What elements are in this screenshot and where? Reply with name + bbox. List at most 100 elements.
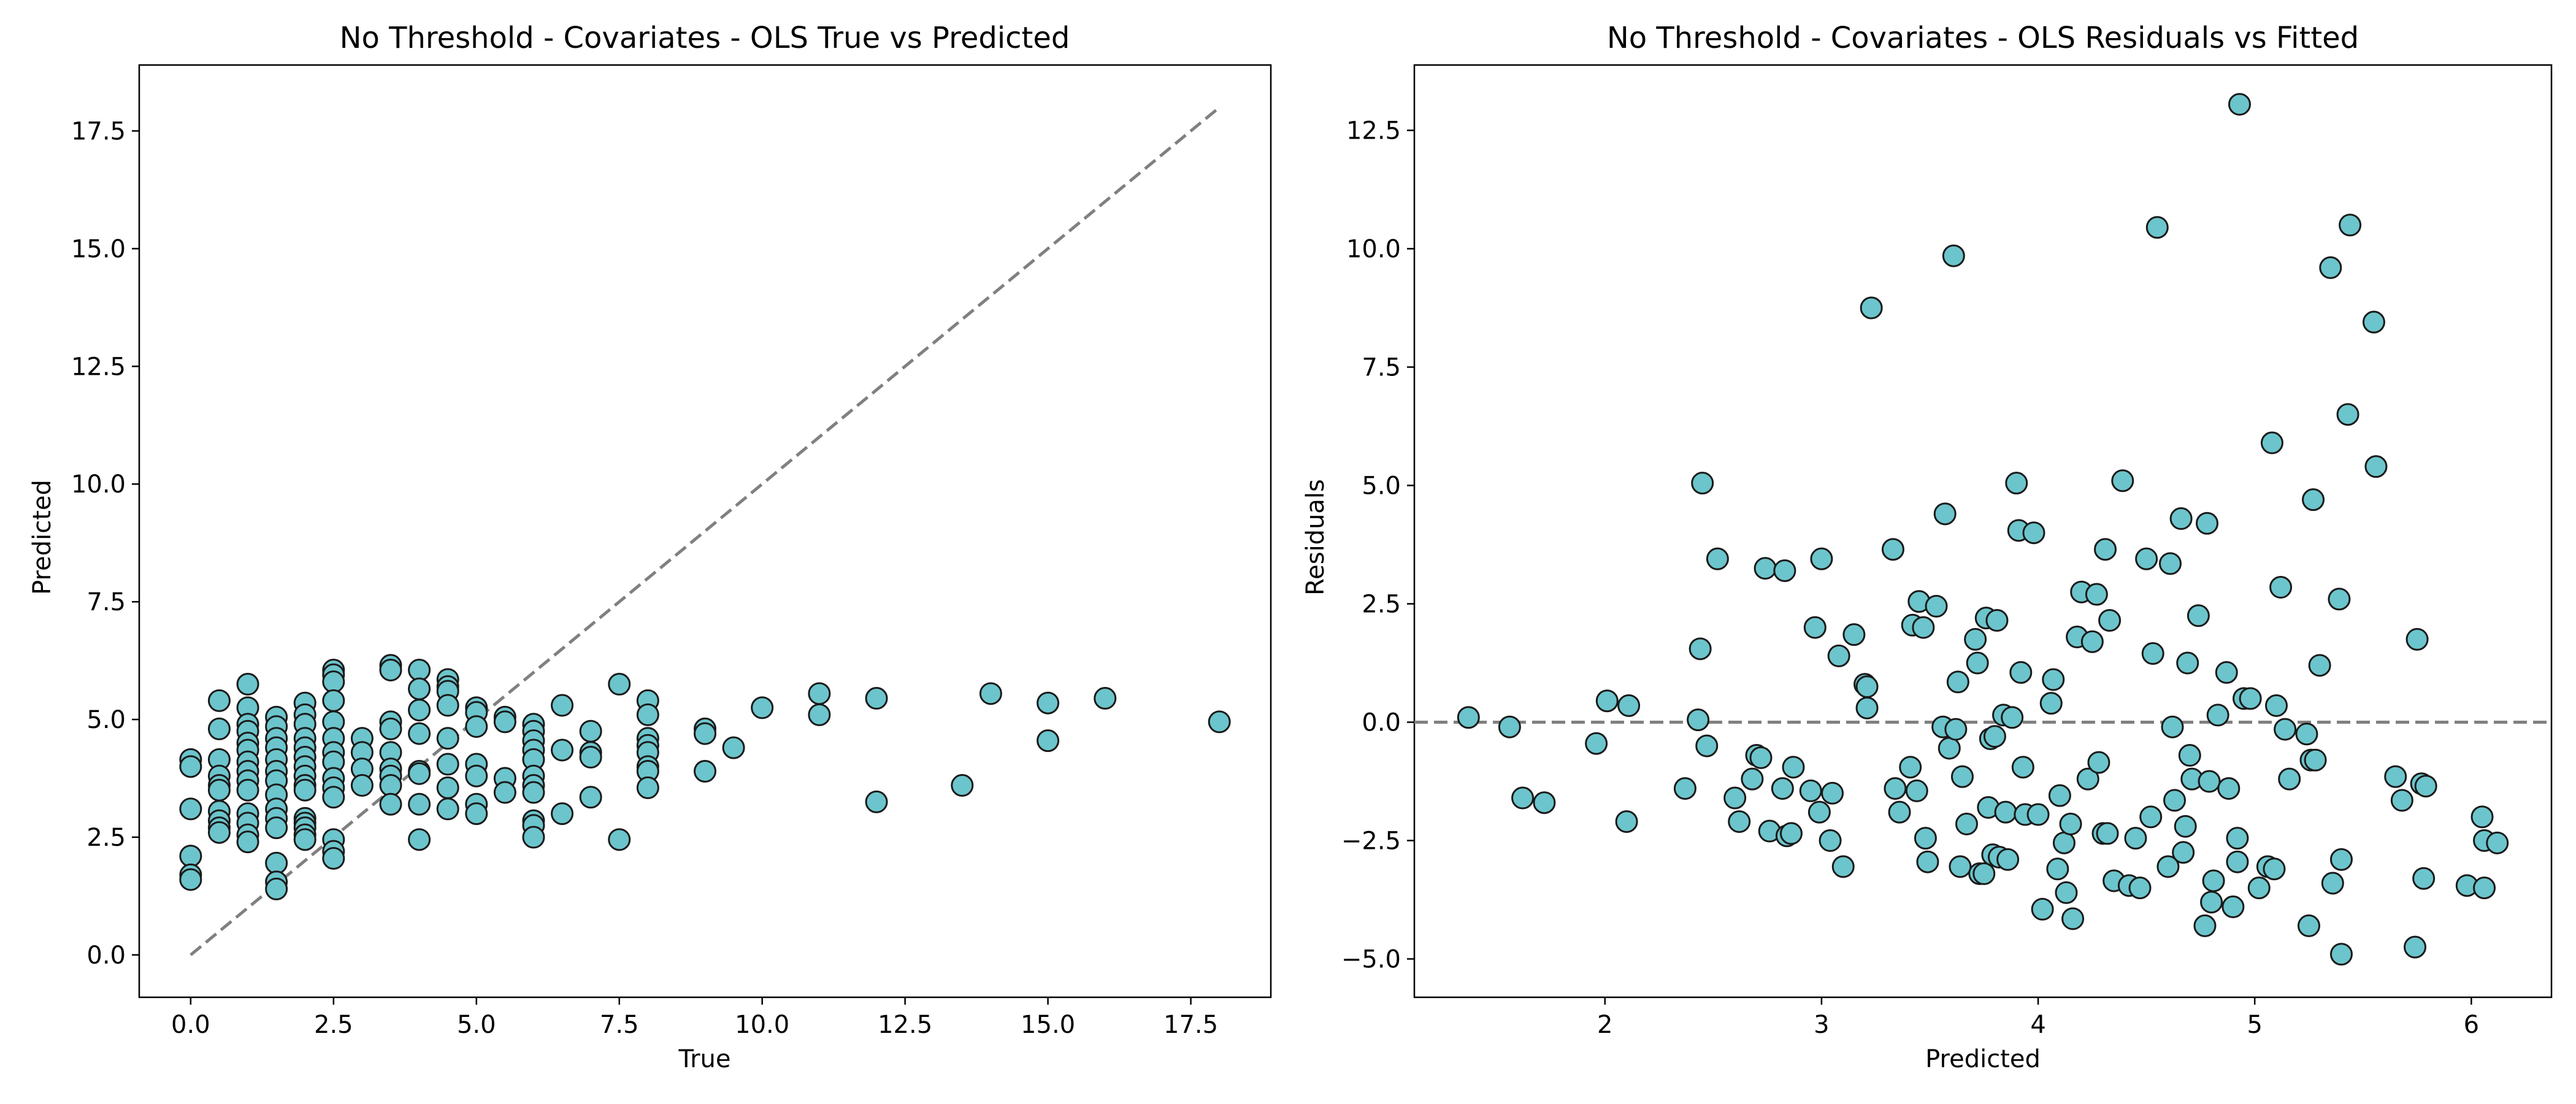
data-point	[2196, 512, 2219, 535]
data-point	[2321, 872, 2344, 895]
data-point	[1498, 715, 1521, 738]
data-point	[1942, 244, 1965, 267]
data-point	[865, 790, 888, 813]
data-point	[1511, 786, 1535, 810]
data-point	[1691, 472, 1714, 495]
y-tick-label: 10.0	[1346, 236, 1401, 264]
data-point	[2145, 216, 2169, 239]
data-point	[2139, 805, 2163, 829]
data-point	[465, 715, 488, 738]
data-point	[2124, 827, 2147, 850]
data-point	[1819, 829, 1842, 852]
data-point	[408, 722, 431, 745]
data-point	[436, 694, 459, 717]
y-axis-label: Predicted	[28, 480, 56, 595]
data-point	[2048, 784, 2071, 807]
data-point	[408, 677, 431, 700]
data-point	[322, 786, 345, 809]
data-point	[722, 736, 745, 759]
data-point	[2295, 723, 2318, 746]
data-point	[2094, 538, 2117, 561]
data-point	[1912, 616, 1935, 639]
data-point	[379, 658, 402, 681]
data-point	[2319, 256, 2342, 279]
data-point	[2202, 869, 2225, 892]
data-point	[207, 821, 231, 844]
data-point	[2158, 552, 2182, 575]
data-point	[350, 774, 374, 797]
y-axis-label: Residuals	[1301, 479, 1330, 596]
data-point	[465, 764, 488, 788]
data-point	[1899, 756, 1922, 779]
data-point	[636, 703, 659, 726]
data-point	[1457, 706, 1480, 729]
y-tick-label: 2.5	[1362, 590, 1401, 618]
data-point	[1810, 547, 1833, 570]
x-tick-label: 3	[1814, 1011, 1829, 1039]
data-point	[293, 778, 316, 802]
data-point	[2228, 93, 2251, 116]
data-point	[808, 682, 831, 705]
data-point	[1944, 718, 1968, 741]
data-point	[2302, 488, 2325, 512]
data-point	[2193, 914, 2217, 937]
data-point	[2087, 751, 2110, 774]
data-point	[2059, 812, 2082, 835]
data-point	[1827, 644, 1850, 667]
data-point	[2412, 867, 2436, 890]
x-tick-label: 17.5	[1163, 1011, 1218, 1039]
data-point	[1687, 708, 1710, 732]
data-point	[1985, 609, 2009, 632]
plot-area-left: 0.0 2.5 5.0 7.5 10.0 12.5 15.0 17.5 0.0 2.5 5.0 7.5…	[71, 64, 1272, 1039]
data-point	[436, 776, 459, 799]
data-point	[1831, 855, 1855, 878]
data-point	[1855, 675, 1879, 699]
data-point	[1842, 623, 1866, 646]
data-point	[2046, 857, 2069, 881]
data-point	[207, 717, 231, 740]
data-point	[1754, 557, 1777, 580]
data-point	[2328, 588, 2351, 611]
y-tick-label: 12.5	[71, 353, 126, 381]
data-point	[2304, 748, 2327, 772]
data-point	[751, 696, 774, 719]
data-point	[1807, 800, 1831, 824]
data-point	[1938, 737, 1961, 760]
data-point	[1749, 746, 1773, 769]
data-point	[408, 699, 431, 722]
x-tick-label: 15.0	[1021, 1011, 1075, 1039]
y-tick-label: 0.0	[1362, 708, 1401, 737]
data-point	[2076, 767, 2099, 791]
x-axis-label: Predicted	[1925, 1045, 2041, 1073]
data-point	[2187, 604, 2210, 627]
data-point	[551, 802, 574, 826]
data-point	[2239, 687, 2262, 710]
data-point	[2085, 583, 2108, 606]
data-point	[2221, 895, 2245, 919]
data-point	[436, 727, 459, 750]
data-point	[2042, 668, 2065, 691]
data-point	[2061, 907, 2085, 930]
data-point	[2169, 507, 2193, 531]
data-point	[1946, 670, 1969, 694]
y-tick-label: 5.0	[86, 706, 126, 734]
data-point	[1994, 800, 2017, 824]
data-point	[1966, 651, 1989, 675]
data-point	[2111, 469, 2134, 493]
data-point	[1821, 781, 1844, 805]
data-point	[2260, 431, 2283, 454]
data-point	[2098, 609, 2122, 632]
data-point	[2055, 881, 2078, 904]
data-point	[207, 689, 231, 712]
x-tick-label: 12.5	[878, 1011, 932, 1039]
data-point	[1728, 810, 1751, 834]
data-point	[2009, 661, 2033, 684]
data-point	[2247, 876, 2271, 900]
data-point	[579, 719, 602, 743]
data-point	[2405, 627, 2429, 651]
data-point	[694, 722, 716, 745]
data-point	[2263, 857, 2286, 881]
identity-reference-line	[190, 106, 1221, 956]
data-point	[236, 830, 259, 854]
